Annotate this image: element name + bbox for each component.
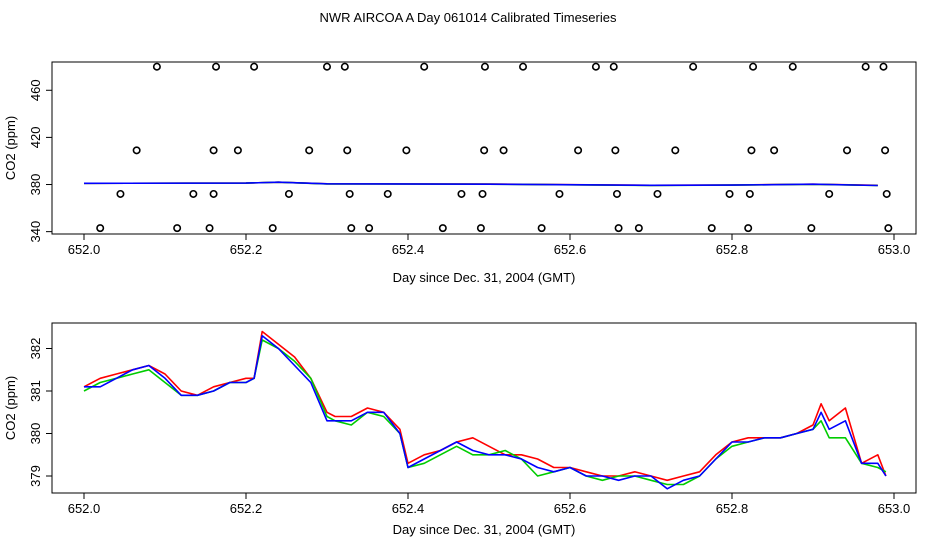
- calibration-point: [807, 224, 816, 233]
- top-panel: 652.0 652.2 652.4 652.6 652.8 653.0 340 380 420 4…: [3, 61, 917, 285]
- top-series: [83, 181, 878, 187]
- calibration-point: [744, 224, 753, 233]
- calibration-point: [591, 62, 600, 71]
- calibration-point: [671, 146, 680, 155]
- top-y-tick-label: 420: [28, 127, 43, 149]
- calibration-point: [250, 62, 259, 71]
- calibration-point: [205, 224, 214, 233]
- top-x-tick-label: 653.0: [878, 242, 911, 257]
- calibration-point: [689, 62, 698, 71]
- calibration-point: [634, 224, 643, 233]
- bottom-series: [83, 330, 887, 490]
- top-axes: 652.0 652.2 652.4 652.6 652.8 653.0 340 380 420 4…: [28, 79, 910, 257]
- bottom-series-line-2: [83, 339, 887, 486]
- bottom-series-line-3: [84, 334, 887, 490]
- bottom-x-tick-label: 652.2: [230, 501, 263, 516]
- top-x-axis-label: Day since Dec. 31, 2004 (GMT): [393, 270, 576, 285]
- calibration-point: [825, 189, 834, 198]
- calibration-point: [749, 62, 758, 71]
- calibration-point: [383, 189, 392, 198]
- calibration-point: [519, 62, 528, 71]
- calibration-point: [609, 62, 618, 71]
- calibration-point: [209, 189, 218, 198]
- top-x-tick-label: 652.4: [392, 242, 425, 257]
- calibration-point: [612, 189, 621, 198]
- calibration-point: [173, 224, 182, 233]
- calibration-point: [476, 224, 485, 233]
- top-plot-frame: [51, 61, 917, 235]
- calibration-point: [457, 189, 466, 198]
- calibration-point: [209, 146, 218, 155]
- calibration-point: [574, 146, 583, 155]
- calibration-point: [116, 189, 125, 198]
- calibration-point: [343, 146, 352, 155]
- calibration-point: [843, 146, 852, 155]
- calibration-point: [480, 146, 489, 155]
- calibration-point: [189, 189, 198, 198]
- top-calibration-points: [96, 62, 893, 233]
- bottom-x-tick-label: 653.0: [878, 501, 911, 516]
- calibration-point: [770, 146, 779, 155]
- calibration-point: [653, 189, 662, 198]
- bottom-x-tick-label: 652.6: [554, 501, 587, 516]
- calibration-point: [268, 224, 277, 233]
- calibration-point: [402, 146, 411, 155]
- bottom-x-tick-label: 652.0: [68, 501, 101, 516]
- bottom-plot-frame: [51, 322, 917, 494]
- bottom-x-tick-label: 652.8: [716, 501, 749, 516]
- calibration-point: [555, 189, 564, 198]
- calibration-point: [322, 62, 331, 71]
- chart-title: NWR AIRCOA A Day 061014 Calibrated Times…: [319, 10, 617, 25]
- calibration-point: [884, 224, 893, 233]
- calibration-point: [861, 62, 870, 71]
- calibration-point: [345, 189, 354, 198]
- calibration-point: [365, 224, 374, 233]
- calibration-point: [614, 224, 623, 233]
- calibration-point: [745, 189, 754, 198]
- top-y-tick-label: 460: [28, 79, 43, 101]
- bottom-panel: 652.0 652.2 652.4 652.6 652.8 653.0 379 380 381 3…: [3, 322, 917, 537]
- calibration-point: [152, 62, 161, 71]
- calibration-point: [499, 146, 508, 155]
- top-y-tick-label: 380: [28, 174, 43, 196]
- top-series-line-3: [83, 181, 878, 187]
- calibration-point: [882, 189, 891, 198]
- calibration-point: [788, 62, 797, 71]
- calibration-point: [881, 146, 890, 155]
- calibration-point: [420, 62, 429, 71]
- calibration-point: [96, 224, 105, 233]
- top-x-tick-label: 652.6: [554, 242, 587, 257]
- bottom-y-tick-label: 380: [28, 423, 43, 445]
- bottom-series-line-1: [83, 330, 887, 482]
- calibration-point: [132, 146, 141, 155]
- top-y-axis-label: CO2 (ppm): [3, 116, 18, 180]
- top-x-tick-label: 652.0: [68, 242, 101, 257]
- calibration-point: [611, 146, 620, 155]
- bottom-y-tick-label: 379: [28, 465, 43, 487]
- calibration-point: [233, 146, 242, 155]
- bottom-y-axis-label: CO2 (ppm): [3, 376, 18, 440]
- calibration-point: [478, 189, 487, 198]
- bottom-axes: 652.0 652.2 652.4 652.6 652.8 653.0 379 380 381 3…: [28, 338, 910, 516]
- calibration-point: [707, 224, 716, 233]
- bottom-y-tick-label: 381: [28, 380, 43, 402]
- calibration-point: [340, 62, 349, 71]
- calibration-point: [347, 224, 356, 233]
- calibration-point: [480, 62, 489, 71]
- bottom-x-tick-label: 652.4: [392, 501, 425, 516]
- calibration-point: [284, 189, 293, 198]
- calibration-point: [537, 224, 546, 233]
- calibration-point: [438, 224, 447, 233]
- top-y-tick-label: 340: [28, 221, 43, 243]
- calibration-point: [212, 62, 221, 71]
- bottom-x-axis-label: Day since Dec. 31, 2004 (GMT): [393, 522, 576, 537]
- top-x-tick-label: 652.8: [716, 242, 749, 257]
- calibration-point: [747, 146, 756, 155]
- calibration-point: [305, 146, 314, 155]
- calibration-point: [725, 189, 734, 198]
- calibration-point: [879, 62, 888, 71]
- top-x-tick-label: 652.2: [230, 242, 263, 257]
- bottom-y-tick-label: 382: [28, 338, 43, 360]
